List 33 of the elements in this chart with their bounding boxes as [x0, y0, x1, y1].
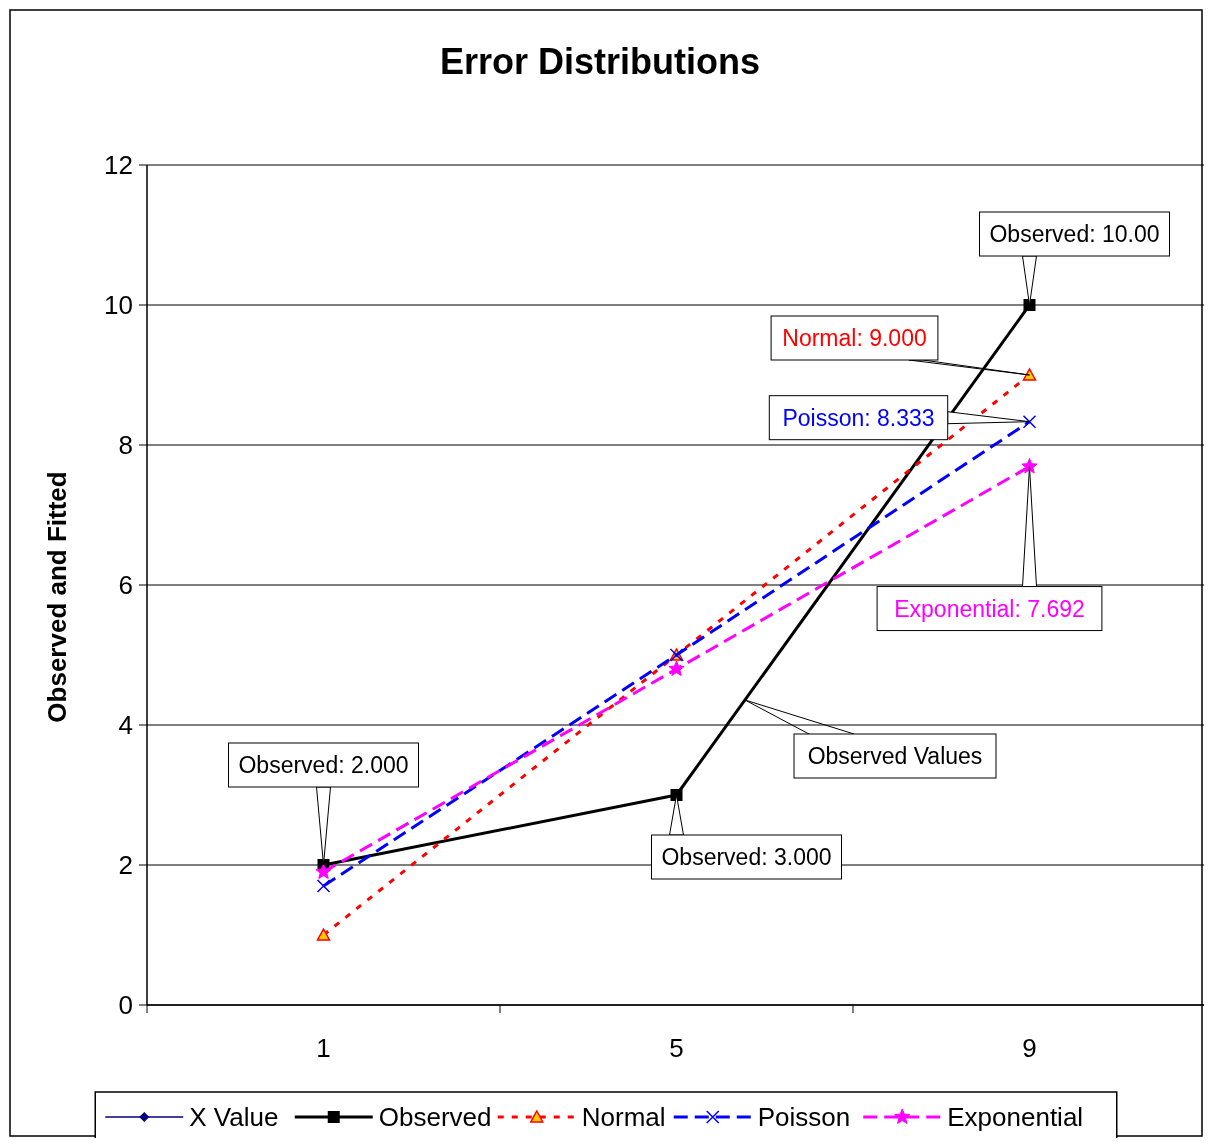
legend-label: X Value	[189, 1102, 279, 1132]
point	[1023, 299, 1036, 311]
annotation: Observed: 3.000	[661, 844, 832, 870]
point	[1021, 458, 1038, 474]
annotation: Poisson: 8.333	[782, 404, 935, 431]
annotation: Exponential: 7.692	[894, 595, 1085, 622]
y-tick-label: 4	[118, 710, 133, 740]
y-axis-title: Observed and Fitted	[42, 471, 72, 723]
point	[316, 928, 331, 941]
y-tick-label: 10	[104, 290, 133, 320]
y-tick-label: 12	[104, 150, 133, 180]
y-tick-label: 0	[118, 990, 133, 1020]
point	[316, 879, 331, 893]
y-tick-label: 6	[118, 570, 133, 600]
legend-label: Exponential	[947, 1102, 1084, 1132]
y-tick-label: 2	[118, 850, 133, 880]
chart-title: Error Distributions	[439, 41, 761, 82]
annotation: Observed Values	[807, 743, 983, 769]
annotation: Observed: 10.00	[989, 221, 1160, 247]
point	[315, 863, 332, 879]
annotation: Observed: 2.000	[238, 752, 409, 778]
x-tick-label: 9	[1022, 1033, 1037, 1063]
legend-label: Normal	[581, 1102, 666, 1132]
legend-label: Observed	[378, 1102, 492, 1132]
x-tick-label: 5	[669, 1033, 684, 1063]
x-tick-label: 1	[316, 1033, 331, 1063]
point	[670, 789, 683, 801]
legend-label: Poisson	[757, 1102, 851, 1132]
annotation: Normal: 9.000	[782, 325, 927, 351]
point	[668, 660, 685, 676]
point	[1022, 368, 1037, 381]
point	[1022, 414, 1037, 429]
y-tick-label: 8	[118, 430, 133, 460]
